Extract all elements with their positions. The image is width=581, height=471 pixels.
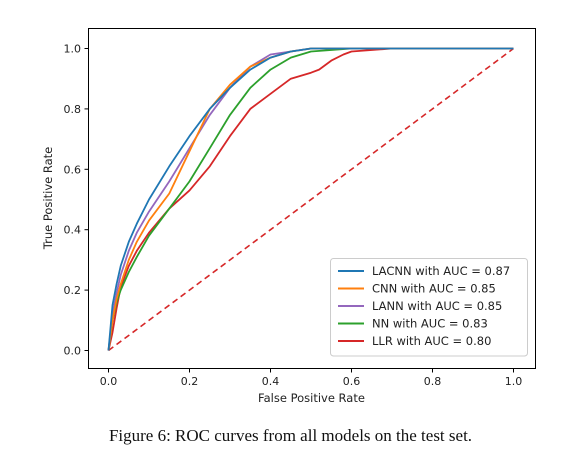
x-tick-label: 0.8 (424, 375, 442, 388)
y-tick-label: 0.0 (64, 345, 82, 358)
legend-entry: CNN with AUC = 0.85 (372, 282, 496, 296)
chance-diagonal-line (108, 47, 514, 352)
x-tick-label: 1.0 (505, 375, 523, 388)
plot-frame (88, 28, 536, 369)
legend-entry: NN with AUC = 0.83 (372, 317, 488, 331)
y-tick-label: 1.0 (64, 43, 82, 56)
x-axis-label: False Positive Rate (258, 391, 365, 405)
y-tick-label: 0.6 (64, 163, 82, 176)
legend: LACNN with AUC = 0.87 CNN with AUC = 0.85… (330, 258, 528, 357)
y-tick-label: 0.2 (64, 284, 82, 297)
y-tick-label: 0.4 (64, 224, 82, 237)
legend-entry: LACNN with AUC = 0.87 (372, 264, 510, 278)
series-line (107, 47, 514, 351)
legend-entry: LANN with AUC = 0.85 (372, 299, 502, 313)
y-axis-label: True Positive Rate (41, 147, 55, 250)
x-tick-label: 0.4 (262, 375, 280, 388)
axis-ticks: 0.0 0.2 0.4 0.6 0.8 1.0 0.0 0.2 0.4 0.6 0.8 1.0 (64, 43, 523, 389)
x-tick-label: 0.6 (343, 375, 361, 388)
x-tick-label: 0.0 (100, 375, 118, 388)
y-tick-label: 0.8 (64, 103, 82, 116)
legend-entry: LLR with AUC = 0.80 (372, 334, 491, 348)
series-line (107, 47, 514, 351)
legend-box (330, 258, 528, 357)
roc-chart: 0.0 0.2 0.4 0.6 0.8 1.0 0.0 0.2 0.4 0.6 0.8 1.0 Fal… (41, 28, 536, 405)
x-tick-label: 0.2 (181, 375, 199, 388)
series-lines (107, 47, 514, 352)
figure-caption: Figure 6: ROC curves from all models on … (108, 426, 473, 445)
